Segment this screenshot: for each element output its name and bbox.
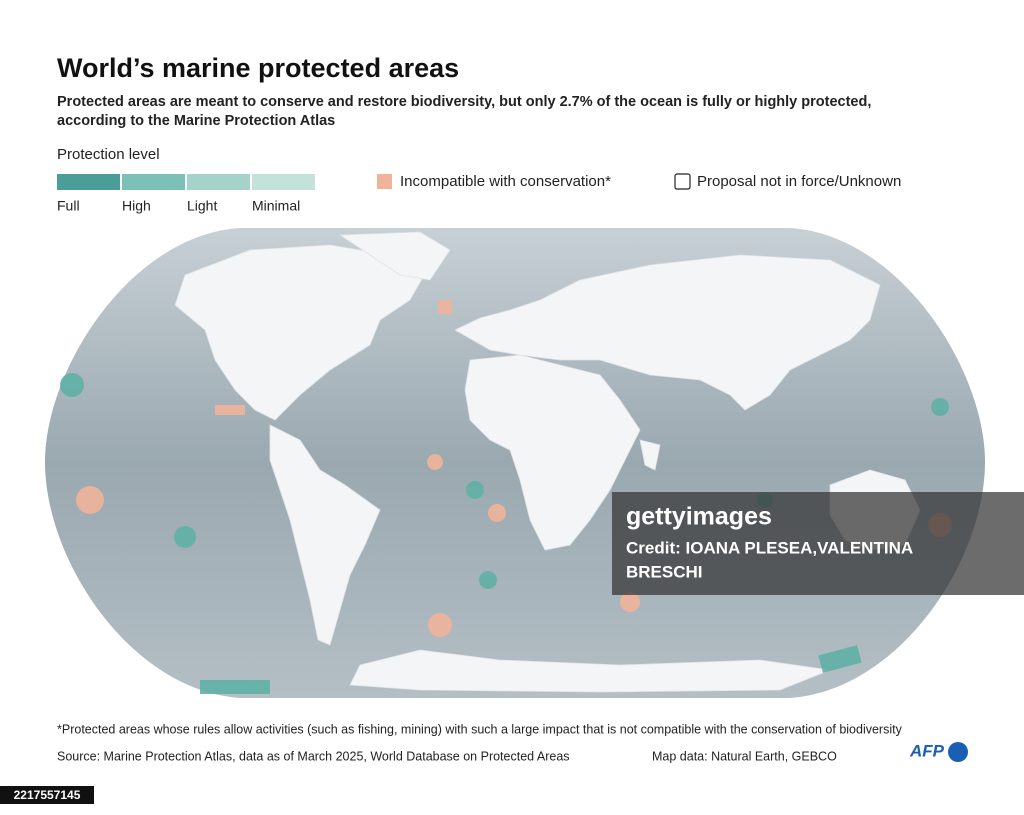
legend-title: Protection level	[57, 146, 160, 163]
legend-swatch	[122, 174, 185, 190]
world-map	[45, 228, 985, 698]
legend-label: Full	[57, 198, 80, 214]
legend-label: High	[122, 198, 151, 214]
logo-dot	[948, 742, 968, 762]
watermark-box	[612, 492, 1024, 595]
watermark-credit: BRESCHI	[626, 562, 703, 581]
watermark-brand: gettyimages	[626, 503, 772, 531]
subtitle: according to the Marine Protection Atlas	[57, 113, 335, 129]
legend-levels: Full High Light Minimal	[57, 174, 315, 214]
title: World’s marine protected areas	[57, 53, 459, 83]
legend-swatch	[252, 174, 315, 190]
legend-swatch	[377, 174, 392, 189]
watermark-credit: Credit: IOANA PLESEA,VALENTINA	[626, 538, 913, 557]
map-credit: Map data: Natural Earth, GEBCO	[652, 749, 837, 763]
legend-swatch	[187, 174, 250, 190]
image-id-box	[0, 786, 94, 804]
image-id: 2217557145	[14, 788, 81, 802]
legend-label: Incompatible with conservation*	[400, 173, 611, 190]
source: Source: Marine Protection Atlas, data as…	[57, 749, 570, 763]
legend-label: Minimal	[252, 198, 300, 214]
subtitle: Protected areas are meant to conserve an…	[57, 94, 871, 110]
legend-label: Light	[187, 198, 217, 214]
footnote: *Protected areas whose rules allow activ…	[57, 722, 903, 736]
legend-label: Proposal not in force/Unknown	[697, 173, 901, 190]
logo: AFP	[909, 741, 945, 760]
legend-swatch	[674, 173, 691, 190]
legend-swatch	[57, 174, 120, 190]
